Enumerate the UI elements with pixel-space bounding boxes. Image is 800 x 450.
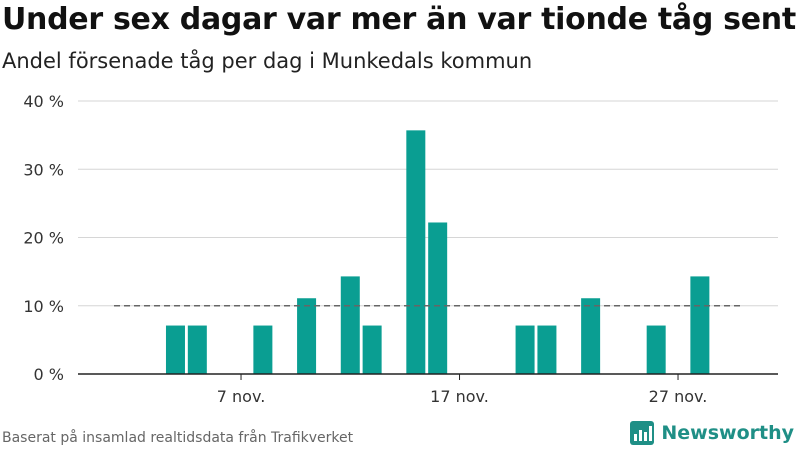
grid-lines [78, 100, 778, 307]
bar [362, 325, 382, 374]
bars [165, 130, 710, 374]
bar [187, 325, 207, 374]
y-axis-tick-labels: 0 % 10 % 20 % 30 % 40 % [23, 92, 64, 384]
brand-logo: Newsworthy [629, 420, 794, 446]
bar [340, 276, 360, 374]
bar [253, 325, 273, 374]
chart-subtitle: Andel försenade tåg per dag i Munkedals … [2, 49, 533, 73]
bar [406, 130, 426, 374]
y-tick-label: 10 % [23, 297, 64, 316]
bar [646, 325, 666, 374]
bar [297, 298, 317, 374]
bar [581, 298, 601, 374]
bar [428, 222, 448, 374]
y-tick-label: 20 % [23, 229, 64, 248]
brand-name: Newsworthy [661, 422, 794, 444]
y-tick-label: 0 % [34, 365, 64, 384]
x-tick-label: 7 nov. [217, 387, 266, 406]
bar [690, 276, 710, 374]
source-note: Baserat på insamlad realtidsdata från Tr… [2, 430, 354, 446]
x-tick-label: 17 nov. [430, 387, 489, 406]
bar [165, 325, 185, 374]
y-tick-label: 30 % [23, 160, 64, 179]
bar [537, 325, 557, 374]
bar-chart-logo-icon [630, 421, 655, 445]
chart-title: Under sex dagar var mer än var tionde tå… [2, 2, 796, 37]
bar [515, 325, 535, 374]
x-axis-tick-labels: 7 nov. 17 nov. 27 nov. [217, 374, 708, 406]
x-tick-label: 27 nov. [649, 387, 708, 406]
y-tick-label: 40 % [23, 92, 64, 111]
